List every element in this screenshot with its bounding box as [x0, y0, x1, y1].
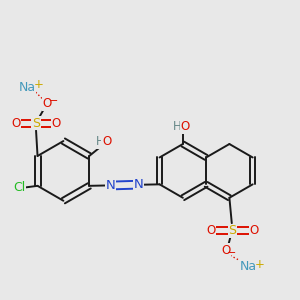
Text: −: − — [49, 96, 59, 106]
Text: −: − — [227, 248, 236, 258]
Text: S: S — [228, 224, 236, 237]
Text: Cl: Cl — [14, 181, 26, 194]
Text: O: O — [52, 117, 61, 130]
Text: O: O — [206, 224, 215, 237]
Text: S: S — [32, 117, 40, 130]
Text: N: N — [106, 179, 115, 192]
Text: +: + — [255, 258, 265, 271]
Text: O: O — [43, 97, 52, 110]
Text: H: H — [96, 135, 105, 148]
Text: H: H — [172, 120, 181, 133]
Text: O: O — [221, 244, 230, 256]
Text: Na: Na — [240, 260, 257, 273]
Text: +: + — [34, 78, 44, 92]
Text: O: O — [181, 120, 190, 133]
Text: Na: Na — [19, 81, 36, 94]
Text: O: O — [250, 224, 259, 237]
Text: N: N — [134, 178, 143, 191]
Text: O: O — [102, 135, 111, 148]
Text: O: O — [11, 117, 20, 130]
